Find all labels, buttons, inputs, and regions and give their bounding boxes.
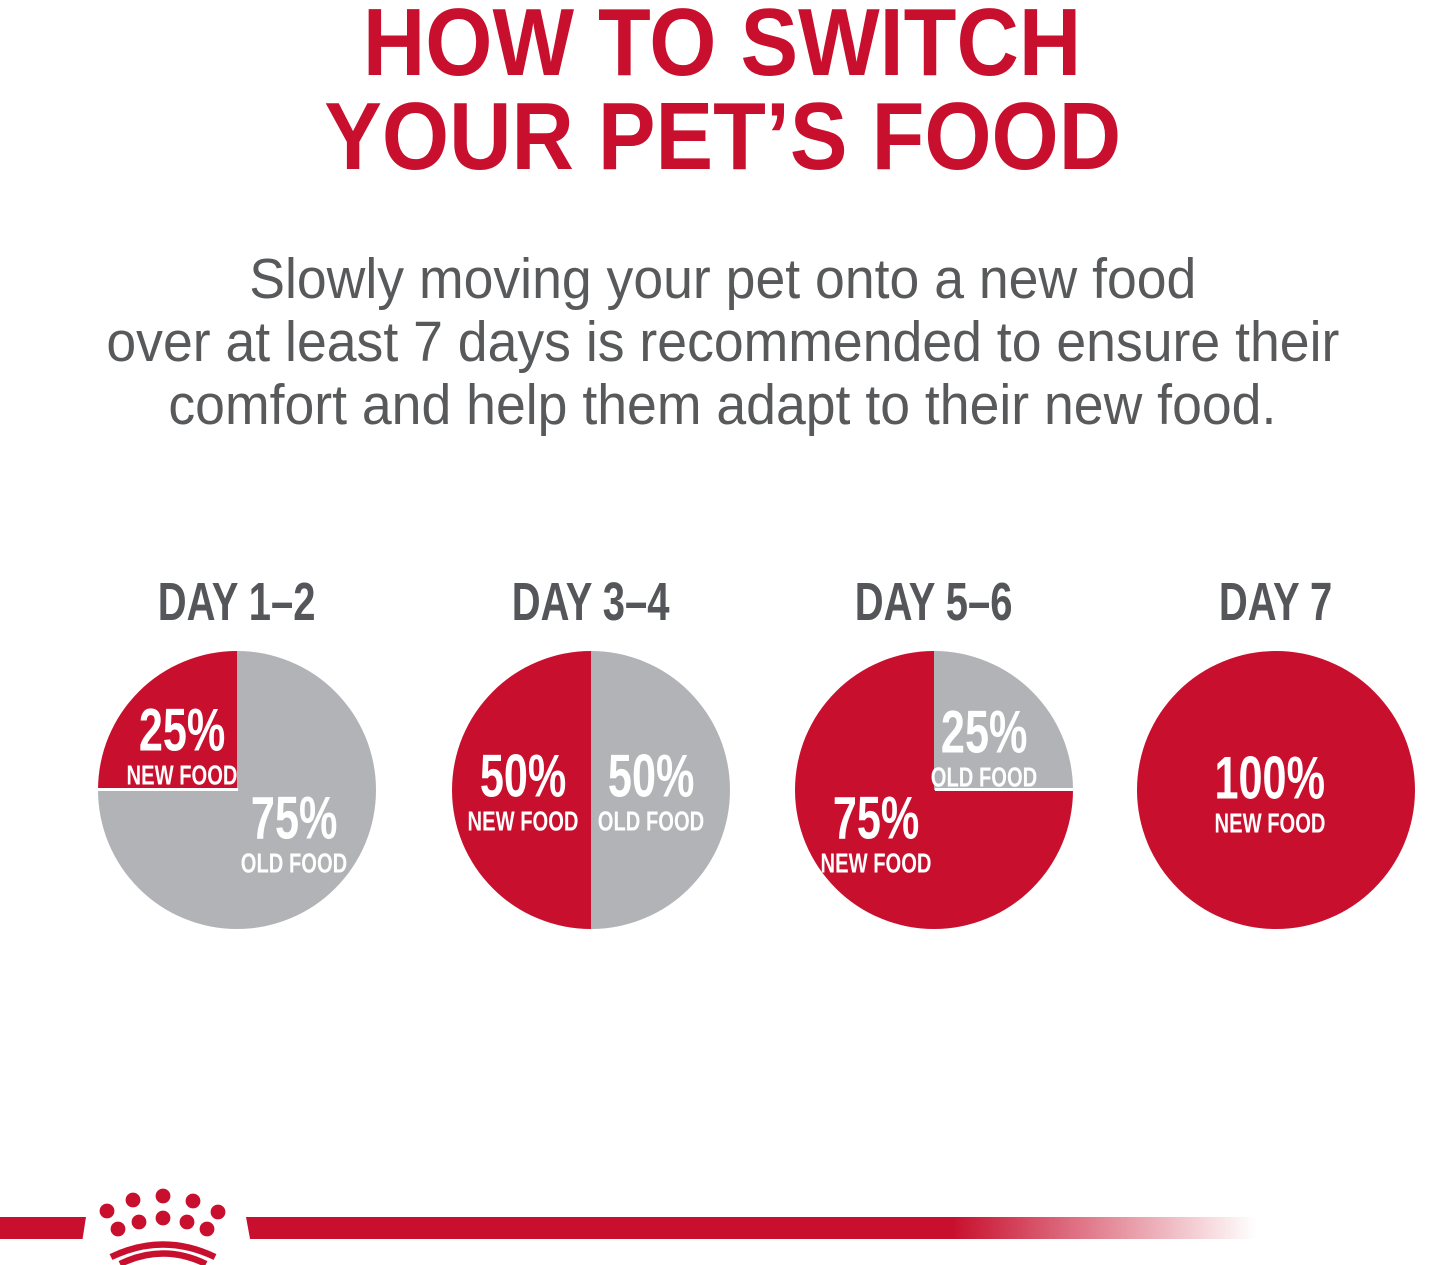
pie-label-new-food: 75% NEW FOOD [799, 784, 953, 879]
slice-divider [98, 788, 238, 791]
pct-text: 25% [138, 696, 226, 764]
brand-bar-right [246, 1217, 1256, 1239]
pie-label-new-food: 25% NEW FOOD [105, 696, 259, 791]
pie-label-old-food: 50% OLD FOOD [577, 742, 725, 837]
pct-text: 50% [479, 742, 567, 810]
pie-chart-day-5-6: 25% OLD FOOD 75% NEW FOOD [795, 651, 1073, 929]
food-text: OLD FOOD [597, 805, 705, 837]
pie-label-old-food: 25% OLD FOOD [910, 698, 1058, 793]
pct-text: 75% [832, 784, 920, 852]
brand-bar-left [0, 1217, 86, 1239]
day-7-heading: DAY 7 [1219, 572, 1333, 632]
pct-text: 25% [940, 698, 1028, 766]
subtitle-line-2: over at least 7 days is recommended to e… [106, 310, 1339, 374]
food-text: NEW FOOD [820, 847, 932, 879]
royal-canin-crown-icon [99, 1188, 226, 1265]
food-text: NEW FOOD [1214, 807, 1326, 839]
day-5-6-group: DAY 5–6 25% OLD FOOD 75% NEW FOOD [794, 575, 1074, 929]
food-text: NEW FOOD [467, 805, 579, 837]
pct-text: 75% [250, 784, 338, 852]
pie-chart-day-3-4: 50% NEW FOOD 50% OLD FOOD [452, 651, 730, 929]
day-3-4-group: DAY 3–4 50% NEW FOOD 50% OLD FOOD [451, 575, 731, 929]
pie-label-new-food: 50% NEW FOOD [446, 742, 600, 837]
title-line-2: YOUR PET’S FOOD [324, 83, 1121, 190]
pie-label-old-food: 75% OLD FOOD [220, 784, 368, 879]
pie-chart-day-1-2: 25% NEW FOOD 75% OLD FOOD [98, 651, 376, 929]
pct-text: 100% [1214, 744, 1326, 812]
subtitle-line-3: comfort and help them adapt to their new… [168, 373, 1277, 437]
title-line-1: HOW TO SWITCH [363, 0, 1082, 96]
pct-text: 50% [607, 742, 695, 810]
day-1-2-heading: DAY 1–2 [158, 572, 316, 632]
page-title: HOW TO SWITCH YOUR PET’S FOOD [0, 0, 1445, 190]
subtitle: Slowly moving your pet onto a new food o… [0, 248, 1445, 437]
day-7-group: DAY 7 100% NEW FOOD [1136, 575, 1416, 929]
pie-chart-day-7: 100% NEW FOOD [1137, 651, 1415, 929]
slice-divider [935, 788, 1073, 791]
food-text: NEW FOOD [126, 759, 238, 791]
pie-label-new-food: 100% NEW FOOD [1193, 744, 1347, 839]
day-5-6-heading: DAY 5–6 [855, 572, 1013, 632]
subtitle-line-1: Slowly moving your pet onto a new food [248, 247, 1197, 311]
day-1-2-group: DAY 1–2 25% NEW FOOD 75% OLD FOOD [97, 575, 377, 929]
day-3-4-heading: DAY 3–4 [512, 572, 670, 632]
food-text: OLD FOOD [240, 847, 348, 879]
food-text: OLD FOOD [930, 761, 1038, 793]
